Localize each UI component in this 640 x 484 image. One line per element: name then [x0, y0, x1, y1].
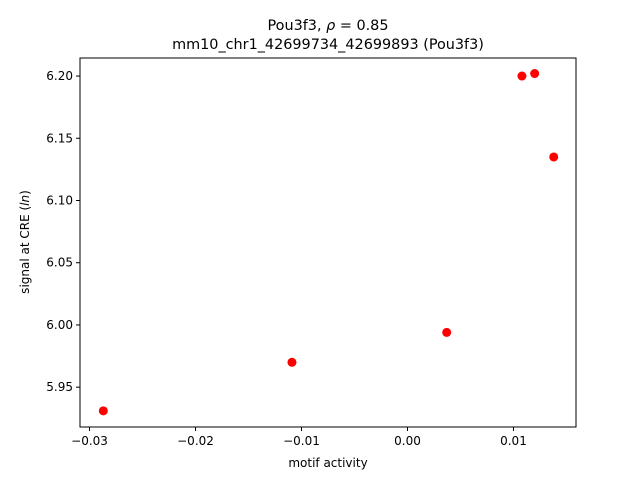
- x-tick-label: −0.02: [177, 434, 214, 448]
- chart-title-line1: Pou3f3, ρ = 0.85: [267, 18, 388, 34]
- data-point: [530, 69, 540, 79]
- y-tick-label: 5.95: [46, 380, 73, 394]
- x-tick-label: −0.03: [71, 434, 108, 448]
- y-tick-label: 6.05: [46, 256, 73, 270]
- data-point: [549, 152, 559, 162]
- x-tick-label: 0.00: [394, 434, 421, 448]
- x-axis-label: motif activity: [288, 456, 367, 470]
- y-tick-label: 6.10: [46, 193, 73, 207]
- plot-frame: [79, 57, 577, 428]
- y-tick-label: 6.15: [46, 131, 73, 145]
- y-axis-label: signal at CRE (ln): [18, 190, 32, 294]
- data-point: [287, 357, 297, 367]
- y-tick-label: 6.00: [46, 318, 73, 332]
- data-point: [517, 71, 527, 81]
- x-tick-label: 0.01: [500, 434, 527, 448]
- chart-title-line2: mm10_chr1_42699734_42699893 (Pou3f3): [172, 37, 484, 53]
- data-point: [98, 406, 108, 416]
- data-point: [442, 327, 452, 337]
- y-tick-label: 6.20: [46, 69, 73, 83]
- x-tick-label: −0.01: [283, 434, 320, 448]
